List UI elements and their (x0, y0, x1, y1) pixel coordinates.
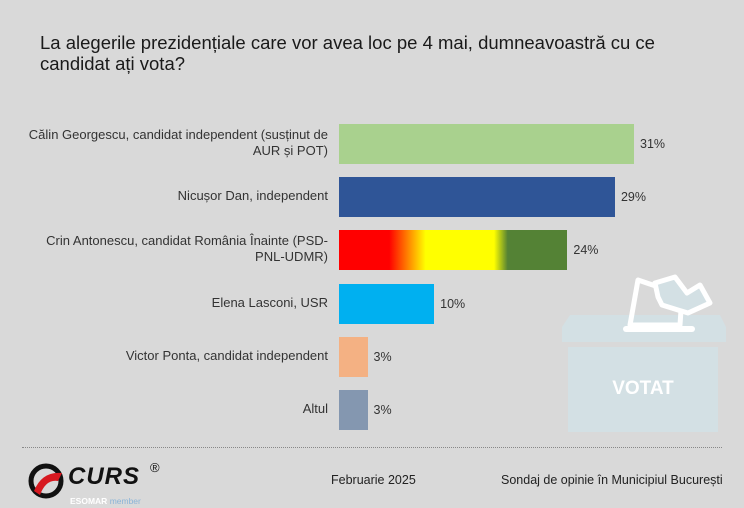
bar (339, 177, 615, 218)
value-label: 31% (640, 137, 666, 151)
bar (339, 390, 368, 430)
category-label: Elena Lasconi, USR (211, 294, 328, 310)
category-label: Călin Georgescu, candidat independent (s… (28, 127, 328, 158)
bar (339, 283, 435, 324)
curs-logo-icon (28, 463, 64, 499)
registered-mark: ® (150, 460, 160, 475)
category-label: Nicușor Dan, independent (177, 188, 328, 204)
esomar-member-badge: ESOMAR member (70, 496, 141, 506)
category-label: Altul (302, 401, 328, 416)
value-label: 29% (620, 190, 646, 205)
bar (339, 336, 368, 377)
ballot-box-icon (562, 274, 726, 432)
footer-divider (22, 447, 722, 448)
chart-title: La alegerile prezidențiale care vor avea… (40, 32, 655, 74)
value-label: 24% (573, 243, 599, 258)
bar (339, 230, 568, 271)
category-label: Crin Antonescu, candidat România Înainte… (46, 233, 328, 265)
footer-date: Februarie 2025 (331, 473, 416, 487)
value-label: 3% (373, 349, 392, 364)
value-label: 10% (440, 296, 466, 311)
category-label: Victor Ponta, candidat independent (125, 347, 328, 363)
footer-survey: Sondaj de opinie în Municipiul București (501, 473, 723, 487)
ballot-box-label: VOTAT (612, 378, 674, 399)
curs-logo-text: CURS (68, 463, 141, 490)
value-label: 3% (373, 403, 392, 417)
bar (339, 124, 634, 164)
